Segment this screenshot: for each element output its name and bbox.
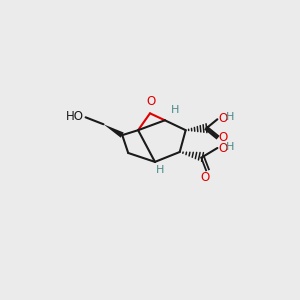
Text: O: O [218, 112, 228, 125]
Text: HO: HO [66, 110, 84, 123]
Text: H: H [171, 105, 179, 116]
Text: O: O [201, 171, 210, 184]
Text: O: O [218, 130, 228, 144]
Text: O: O [218, 142, 228, 154]
Text: H: H [156, 165, 164, 175]
Text: H: H [226, 142, 235, 152]
Text: H: H [226, 112, 235, 122]
Text: O: O [146, 95, 156, 108]
Polygon shape [103, 124, 124, 138]
